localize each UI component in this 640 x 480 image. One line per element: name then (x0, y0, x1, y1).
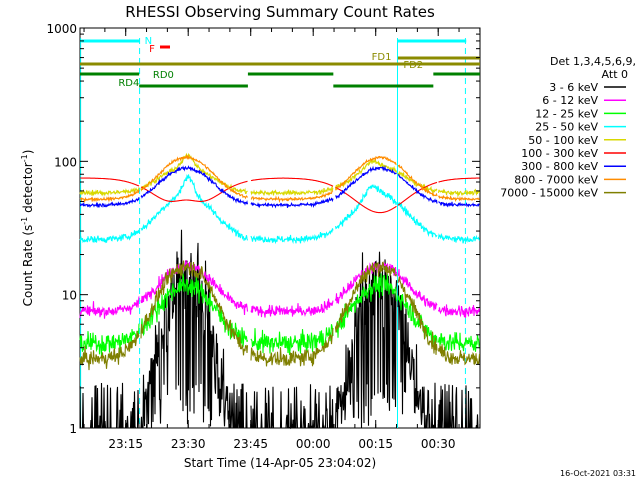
trace-8 (79, 260, 481, 371)
x-tick-label-1: 23:30 (171, 437, 206, 451)
rd4-label: RD4 (118, 78, 139, 89)
x-tick-label-2: 23:45 (233, 437, 268, 451)
timestamp: 16-Oct-2021 03:31 (560, 469, 636, 478)
trace-6 (79, 165, 480, 209)
legend-label-0: 3 - 6 keV (549, 81, 598, 94)
y-tick-label-1: 10 (62, 289, 77, 303)
flare-label: F (149, 44, 155, 55)
flag-bars: F FD1 FD2 RD0 RD4 (80, 44, 480, 89)
trace-4 (79, 152, 481, 198)
rd0-label: RD0 (153, 70, 174, 81)
y-label-sup1: -1 (20, 217, 29, 225)
count-rate-traces (79, 152, 481, 430)
y-label-sup2: -1 (20, 154, 29, 162)
y-axis: 1 10 100 1000 (46, 22, 480, 436)
trace-7 (79, 154, 480, 204)
x-axis-label: Start Time (14-Apr-05 23:04:02) (184, 456, 376, 470)
legend-header-1: Det 1,3,4,5,6,9, (550, 55, 636, 68)
x-tick-label-5: 00:30 (421, 437, 456, 451)
y-label-part3: ) (21, 150, 35, 155)
trace-5 (80, 177, 480, 214)
x-tick-label-4: 00:15 (358, 437, 393, 451)
chart-title: RHESSI Observing Summary Count Rates (125, 3, 435, 21)
legend-label-3: 25 - 50 keV (535, 121, 598, 134)
x-tick-label-3: 00:00 (296, 437, 331, 451)
x-tick-label-0: 23:15 (108, 437, 143, 451)
y-tick-label-3: 1000 (46, 22, 77, 36)
y-tick-label-0: 1 (69, 422, 77, 436)
legend-label-2: 12 - 25 keV (535, 107, 598, 120)
legend-label-4: 50 - 100 keV (528, 134, 598, 147)
legend-label-1: 6 - 12 keV (542, 94, 598, 107)
legend-header-2: Att 0 (602, 68, 628, 81)
x-axis: 23:15 23:30 23:45 00:00 00:15 00:30 (83, 28, 481, 451)
trace-3 (79, 174, 481, 245)
y-axis-label: Count Rate (s-1 detector-1) (20, 150, 35, 307)
fd2-label: FD2 (403, 60, 423, 71)
legend-label-5: 100 - 300 keV (521, 147, 598, 160)
y-tick-label-2: 100 (54, 155, 77, 169)
night-label: N (145, 36, 152, 47)
legend-label-6: 300 - 800 keV (521, 160, 598, 173)
trace-2 (79, 273, 481, 356)
fd1-label: FD1 (372, 52, 392, 63)
y-label-part2: detector (21, 162, 35, 217)
legend-label-7: 800 - 7000 keV (514, 173, 598, 186)
legend-label-8: 7000 - 15000 keV (500, 187, 598, 200)
y-label-part1: Count Rate (s (21, 225, 35, 307)
